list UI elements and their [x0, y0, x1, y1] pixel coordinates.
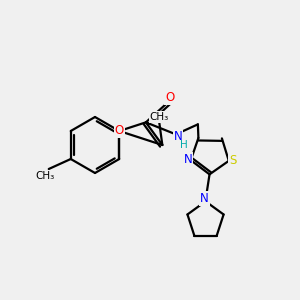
Text: O: O	[165, 91, 175, 104]
Text: N: N	[173, 130, 182, 143]
Text: N: N	[200, 192, 209, 205]
Text: H: H	[180, 140, 188, 150]
Text: CH₃: CH₃	[150, 112, 169, 122]
Text: CH₃: CH₃	[35, 171, 54, 181]
Text: S: S	[229, 154, 236, 167]
Text: O: O	[115, 124, 124, 137]
Text: N: N	[183, 153, 192, 166]
